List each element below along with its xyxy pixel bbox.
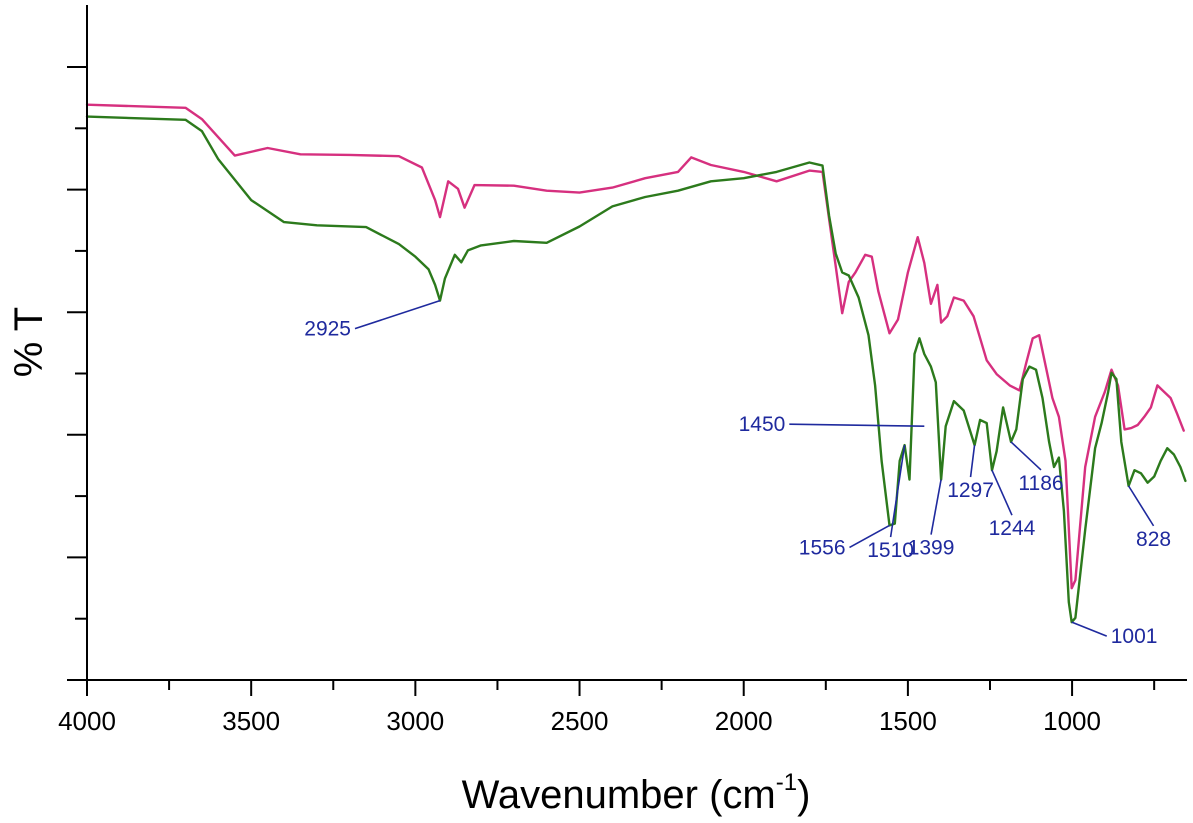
peak-label-1244: 1244 — [989, 517, 1036, 540]
series-magenta-line — [85, 103, 1185, 590]
peak-leader-1186 — [1010, 441, 1042, 471]
x-axis-title: Wavenumber (cm-1) — [462, 769, 811, 817]
peak-leader-1510 — [889, 444, 906, 538]
peak-label-1297: 1297 — [947, 479, 994, 502]
x-tick-label: 3500 — [222, 706, 280, 736]
peak-leader-1450 — [789, 423, 925, 428]
peak-label-1556: 1556 — [799, 536, 846, 559]
peak-leader-1399 — [930, 479, 942, 535]
axes-group: 4000 3500 3000 2500 2000 1500 1000 — [58, 5, 1187, 736]
peak-leader-1244 — [991, 469, 1013, 516]
x-tick-label: 2500 — [551, 706, 609, 736]
x-tick-label: 1000 — [1043, 706, 1101, 736]
peak-leader-2925 — [354, 299, 441, 330]
x-axis-title-close: ) — [797, 773, 810, 817]
peak-label-1399: 1399 — [908, 537, 955, 560]
series-group — [85, 103, 1187, 624]
peak-leader-828 — [1127, 485, 1155, 527]
x-tick-label: 2000 — [715, 706, 773, 736]
peak-label-1186: 1186 — [1018, 472, 1063, 495]
peak-label-2925: 2925 — [304, 318, 351, 341]
peak-label-828: 828 — [1136, 528, 1171, 551]
peak-leader-1297 — [969, 444, 976, 478]
x-axis-title-main: Wavenumber (cm — [462, 773, 776, 817]
x-tick-label: 3000 — [386, 706, 444, 736]
x-axis-title-sup: -1 — [776, 769, 797, 796]
series-green-line — [85, 115, 1187, 624]
peak-leader-1556 — [849, 524, 890, 549]
x-tick-label: 4000 — [58, 706, 116, 736]
peak-label-1450: 1450 — [739, 413, 786, 436]
peak-label-1510: 1510 — [867, 539, 914, 562]
peak-label-1001: 1001 — [1111, 625, 1158, 648]
y-axis-title: % T — [7, 307, 51, 377]
peak-leader-1001 — [1071, 621, 1108, 637]
x-tick-label: 1500 — [879, 706, 937, 736]
